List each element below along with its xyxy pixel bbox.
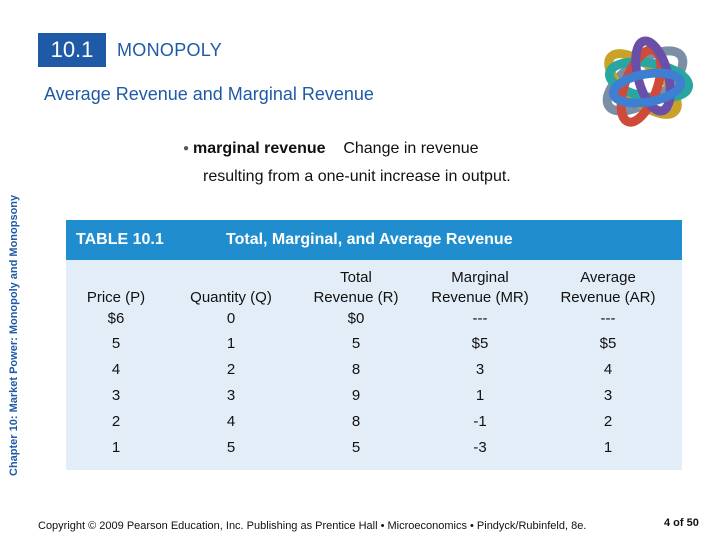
column-header-line1: Total: [340, 269, 372, 286]
section-title: MONOPOLY: [117, 40, 223, 60]
cell-total-revenue: 5: [351, 334, 361, 352]
chapter-side-label: Chapter 10: Market Power: Monopoly and M…: [8, 194, 20, 476]
column-header-line1: Average: [580, 269, 636, 286]
column-header-line2: Revenue (MR): [431, 289, 529, 306]
cell-marginal-revenue: -3: [473, 438, 487, 456]
cell-quantity: 2: [226, 360, 236, 378]
column-header-line2: Quantity (Q): [190, 289, 272, 306]
cell-marginal-revenue: -1: [473, 412, 487, 430]
rings-logo-icon: [602, 36, 694, 127]
cell-marginal-revenue: $5: [471, 334, 489, 352]
column-header: Marginal Revenue (MR): [416, 268, 544, 308]
cell-price: 5: [111, 334, 121, 352]
cell-price: 2: [111, 412, 121, 430]
definition-text-1: Change in revenue: [343, 140, 479, 158]
cell-average-revenue: $5: [599, 334, 617, 352]
cell-total-revenue: 8: [351, 412, 361, 430]
cell-quantity: 5: [226, 438, 236, 456]
cell-average-revenue: 4: [603, 360, 613, 378]
cell-price: 4: [111, 360, 121, 378]
definition-text-2: resulting from a one-unit increase in ou…: [203, 168, 511, 186]
table-row: 4 2 8 3 4: [66, 356, 682, 382]
column-header-line2: Revenue (AR): [560, 289, 656, 306]
table-row: 1 5 5 -3 1: [66, 434, 682, 460]
column-header: Total Revenue (R): [296, 268, 416, 308]
column-headers: Price (P) Quantity (Q) Total Revenue (R)…: [66, 260, 682, 312]
definition-line-1: ● marginal revenue Change in revenue: [183, 135, 583, 163]
definition-term: marginal revenue: [193, 140, 326, 158]
table-title: Total, Marginal, and Average Revenue: [226, 231, 513, 248]
copyright-footer: Copyright © 2009 Pearson Education, Inc.…: [38, 520, 587, 532]
table-row: $6 0 $0 --- ---: [66, 306, 682, 330]
cell-average-revenue: 1: [603, 438, 613, 456]
cell-average-revenue: 2: [603, 412, 613, 430]
cell-average-revenue: ---: [600, 309, 616, 327]
column-header: Price (P): [66, 288, 166, 308]
cell-price: 3: [111, 386, 121, 404]
cell-price: $6: [107, 309, 125, 327]
cell-quantity: 1: [226, 334, 236, 352]
page-number: 4 of 50: [664, 517, 699, 529]
cell-quantity: 0: [226, 309, 236, 327]
cell-quantity: 4: [226, 412, 236, 430]
cell-total-revenue: 5: [351, 438, 361, 456]
table-row: 3 3 9 1 3: [66, 382, 682, 408]
cell-average-revenue: 3: [603, 386, 613, 404]
cell-total-revenue: $0: [347, 309, 365, 327]
slide-subtitle: Average Revenue and Marginal Revenue: [44, 84, 374, 104]
bullet-icon: ●: [183, 143, 190, 154]
cell-marginal-revenue: 3: [475, 360, 485, 378]
table-number: TABLE 10.1: [76, 231, 164, 248]
column-header-line1: Marginal: [451, 269, 509, 286]
definition-block: ● marginal revenue Change in revenue resu…: [183, 135, 583, 191]
table-row: 2 4 8 -1 2: [66, 408, 682, 434]
table-row: 5 1 5 $5 $5: [66, 330, 682, 356]
table-header-bar: TABLE 10.1 Total, Marginal, and Average …: [66, 220, 682, 260]
table-body: Price (P) Quantity (Q) Total Revenue (R)…: [66, 260, 682, 470]
column-header-line2: Revenue (R): [313, 289, 399, 306]
column-header: Quantity (Q): [166, 288, 296, 308]
cell-total-revenue: 8: [351, 360, 361, 378]
cell-marginal-revenue: 1: [475, 386, 485, 404]
cell-price: 1: [111, 438, 121, 456]
cell-marginal-revenue: ---: [472, 309, 488, 327]
cell-quantity: 3: [226, 386, 236, 404]
column-header-line2: Price (P): [86, 289, 146, 306]
chapter-number-badge: 10.1: [38, 33, 106, 67]
column-header: Average Revenue (AR): [544, 268, 672, 308]
revenue-table: TABLE 10.1 Total, Marginal, and Average …: [66, 220, 682, 470]
cell-total-revenue: 9: [351, 386, 361, 404]
